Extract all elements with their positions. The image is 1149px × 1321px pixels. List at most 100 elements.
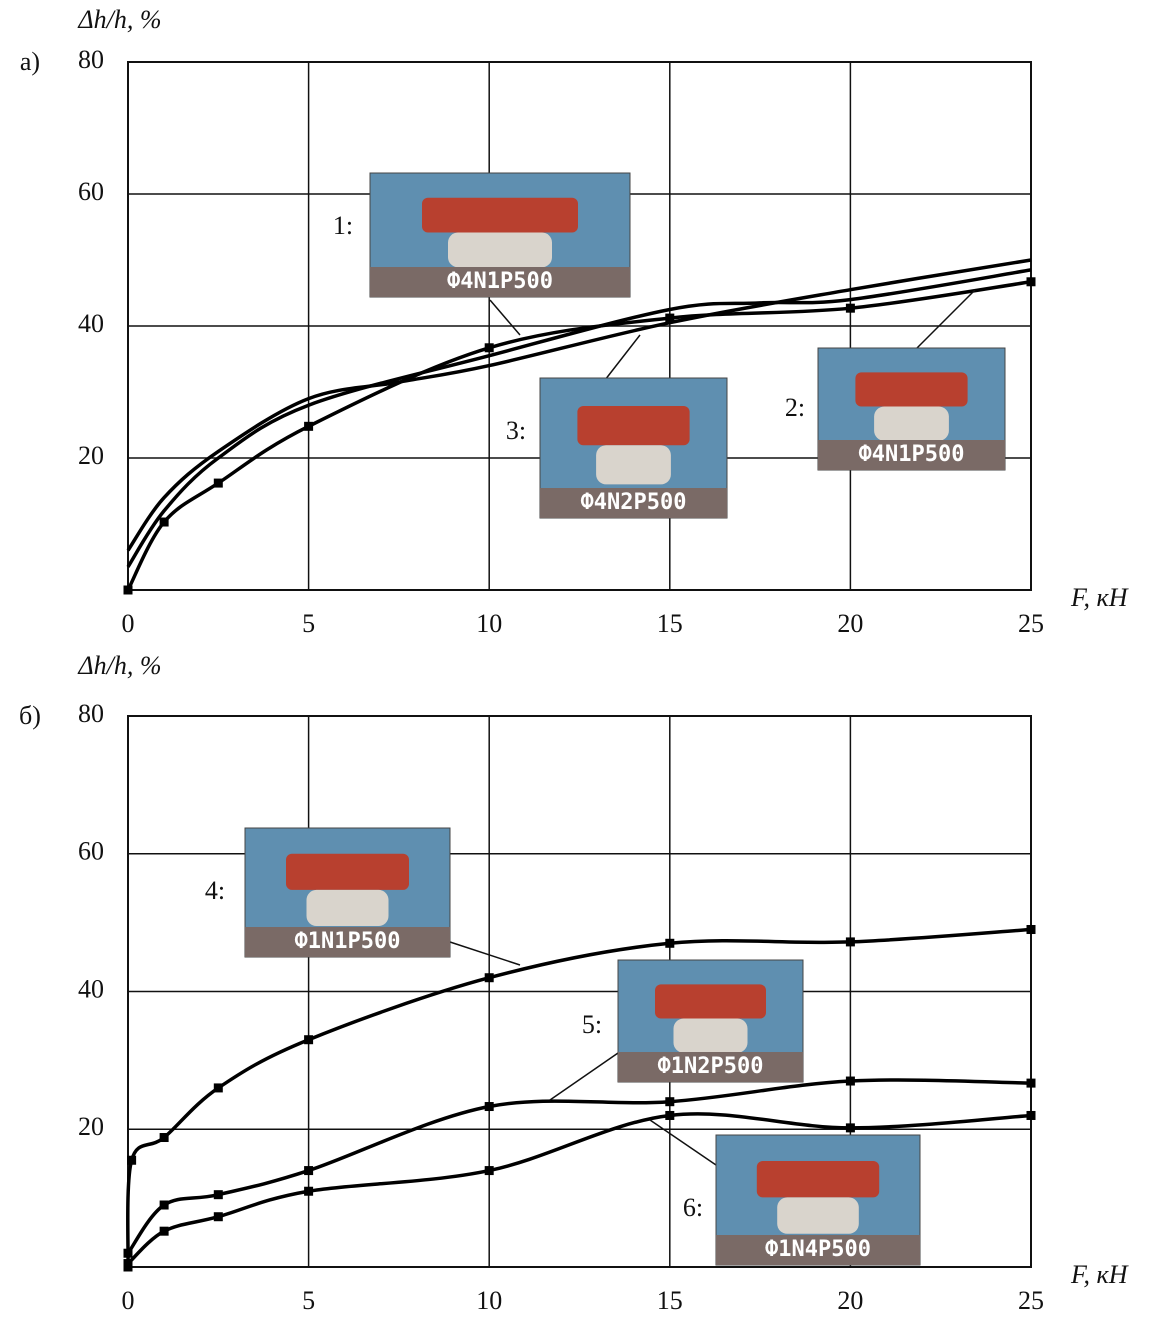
data-point bbox=[484, 343, 494, 353]
data-point bbox=[123, 1248, 133, 1258]
data-point bbox=[159, 517, 169, 527]
data-point bbox=[159, 1200, 169, 1210]
y-tick-label: 80 bbox=[78, 45, 104, 74]
data-point bbox=[1026, 1078, 1036, 1088]
x-tick-label: 5 bbox=[302, 1286, 315, 1315]
photo-caption: Ф1N1P500 bbox=[295, 929, 401, 954]
y-tick-label: 80 bbox=[78, 699, 104, 728]
x-tick-label: 10 bbox=[476, 609, 502, 638]
series-label: 1: bbox=[333, 211, 353, 240]
x-axis-label: F, кН bbox=[1070, 1260, 1129, 1289]
data-point bbox=[845, 303, 855, 313]
photo-sample bbox=[596, 445, 671, 485]
data-point bbox=[213, 1190, 223, 1200]
y-tick-label: 40 bbox=[78, 974, 104, 1003]
panel-label: б) bbox=[19, 701, 41, 730]
photo-press bbox=[286, 853, 409, 890]
data-point bbox=[213, 478, 223, 488]
data-point bbox=[665, 938, 675, 948]
leader-line bbox=[914, 289, 976, 351]
data-point bbox=[665, 313, 675, 323]
photo-press bbox=[655, 984, 766, 1019]
x-axis-label: F, кН bbox=[1070, 583, 1129, 612]
data-line bbox=[126, 927, 1032, 1268]
leader-line bbox=[604, 334, 641, 381]
photo-caption-band bbox=[618, 1052, 803, 1082]
y-tick-label: 60 bbox=[78, 177, 104, 206]
photo-caption: Ф1N4P500 bbox=[765, 1237, 871, 1262]
data-point bbox=[159, 1133, 169, 1143]
data-point bbox=[123, 1259, 133, 1269]
data-point bbox=[484, 1166, 494, 1176]
data-point bbox=[1026, 1110, 1036, 1120]
data-point bbox=[304, 421, 314, 431]
plot-frame bbox=[127, 61, 1032, 591]
series-label: 2: bbox=[785, 393, 805, 422]
plot-frame bbox=[127, 715, 1032, 1268]
data-line bbox=[126, 268, 1032, 568]
photo-sample bbox=[673, 1018, 748, 1053]
y-axis-label: Δh/h, % bbox=[77, 5, 161, 34]
series-label: 5: bbox=[582, 1010, 602, 1039]
photo-press bbox=[577, 406, 690, 446]
leader-line bbox=[649, 1119, 717, 1166]
data-point bbox=[213, 1083, 223, 1093]
photo-caption: Ф4N2P500 bbox=[581, 490, 687, 515]
data-point bbox=[123, 585, 133, 595]
x-tick-label: 0 bbox=[122, 1286, 135, 1315]
photo-caption-band bbox=[716, 1235, 920, 1265]
data-point bbox=[127, 1155, 137, 1165]
x-tick-label: 15 bbox=[657, 609, 683, 638]
data-point bbox=[304, 1035, 314, 1045]
y-tick-label: 40 bbox=[78, 309, 104, 338]
photo-sample bbox=[874, 406, 949, 441]
x-tick-label: 15 bbox=[657, 1286, 683, 1315]
photo-caption: Ф4N1P500 bbox=[859, 442, 965, 467]
x-tick-label: 25 bbox=[1018, 609, 1044, 638]
x-tick-label: 25 bbox=[1018, 1286, 1044, 1315]
data-point bbox=[845, 937, 855, 947]
data-point bbox=[665, 1097, 675, 1107]
photo-sample bbox=[448, 232, 552, 268]
data-point bbox=[845, 1076, 855, 1086]
series-label: 6: bbox=[683, 1193, 703, 1222]
leader-line bbox=[489, 299, 521, 336]
photo-caption-band bbox=[818, 440, 1005, 470]
data-point bbox=[213, 1212, 223, 1222]
series-label: 3: bbox=[506, 416, 526, 445]
data-point bbox=[845, 1123, 855, 1133]
data-line bbox=[126, 258, 1032, 552]
photo-press bbox=[756, 1161, 880, 1198]
y-tick-label: 60 bbox=[78, 837, 104, 866]
x-tick-label: 10 bbox=[476, 1286, 502, 1315]
x-tick-label: 5 bbox=[302, 609, 315, 638]
photo-caption-band bbox=[540, 488, 727, 518]
y-axis-label: Δh/h, % bbox=[77, 651, 161, 680]
photo-press bbox=[855, 372, 968, 407]
data-point bbox=[1026, 925, 1036, 935]
data-point bbox=[484, 973, 494, 983]
panel-label: а) bbox=[20, 47, 40, 76]
data-point bbox=[304, 1166, 314, 1176]
photo-caption: Ф4N1P500 bbox=[447, 269, 553, 294]
y-tick-label: 20 bbox=[78, 441, 104, 470]
photo-sample bbox=[777, 1197, 859, 1234]
photo-caption-band bbox=[245, 927, 450, 957]
data-point bbox=[484, 1102, 494, 1112]
data-point bbox=[1026, 277, 1036, 287]
data-point bbox=[665, 1110, 675, 1120]
x-tick-label: 20 bbox=[837, 1286, 863, 1315]
photo-sample bbox=[306, 889, 389, 927]
x-tick-label: 20 bbox=[837, 609, 863, 638]
series-label: 4: bbox=[205, 876, 225, 905]
x-tick-label: 0 bbox=[122, 609, 135, 638]
leader-line bbox=[549, 1052, 619, 1101]
photo-caption: Ф1N2P500 bbox=[658, 1054, 764, 1079]
data-point bbox=[304, 1186, 314, 1196]
leader-line bbox=[449, 941, 521, 966]
data-point bbox=[159, 1226, 169, 1236]
y-tick-label: 20 bbox=[78, 1112, 104, 1141]
photo-caption-band bbox=[370, 267, 630, 297]
photo-press bbox=[422, 197, 578, 233]
